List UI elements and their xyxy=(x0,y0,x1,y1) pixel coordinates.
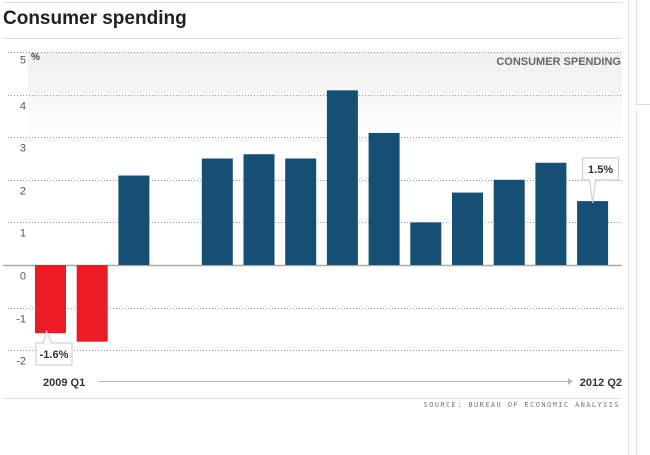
bar-2009-q2[interactable] xyxy=(76,265,108,342)
bar-2012-q2[interactable] xyxy=(577,201,609,265)
y-tick-label: -1 xyxy=(16,314,26,326)
title-divider xyxy=(3,38,622,39)
bar-2011-q1[interactable] xyxy=(368,132,400,265)
callout-label: -1.6% xyxy=(40,349,69,361)
right-edge-divider xyxy=(628,0,629,455)
bar-2009-q3[interactable] xyxy=(118,175,150,265)
y-tick-label: -2 xyxy=(16,356,26,368)
bar-2012-q1[interactable] xyxy=(535,162,567,265)
side-panel-bottom xyxy=(636,110,650,455)
y-tick-label: 3 xyxy=(20,143,26,155)
callout-box xyxy=(35,329,73,366)
timeline-arrow-icon xyxy=(568,378,573,385)
y-tick-label: 4 xyxy=(20,101,26,113)
x-end-label: 2012 Q2 xyxy=(580,377,622,389)
callout-box xyxy=(582,157,620,204)
page-title: Consumer spending xyxy=(3,8,187,29)
y-tick-label: 0 xyxy=(20,271,26,283)
callout-label: 1.5% xyxy=(588,164,613,176)
y-tick-label: 2 xyxy=(20,186,26,198)
side-panel-top xyxy=(636,0,650,105)
source-note: SOURCE: BUREAU OF ECONOMIC ANALYSIS xyxy=(423,401,620,409)
y-tick-label: 5 xyxy=(20,55,26,67)
value-callout: 1.5% xyxy=(582,157,620,204)
y-tick-label: 1 xyxy=(20,228,26,240)
bar-2011-q4[interactable] xyxy=(493,179,525,265)
chart-subtitle: CONSUMER SPENDING xyxy=(496,56,621,68)
footer-divider xyxy=(3,398,622,399)
bar-2010-q4[interactable] xyxy=(326,90,358,265)
plot-background xyxy=(28,52,622,142)
bar-2010-q3[interactable] xyxy=(285,158,317,266)
x-start-label: 2009 Q1 xyxy=(43,377,85,389)
bar-2011-q3[interactable] xyxy=(452,192,483,265)
bar-2010-q1[interactable] xyxy=(201,158,233,266)
bar-2011-q2[interactable] xyxy=(410,222,442,265)
bar-2009-q1[interactable] xyxy=(35,265,66,334)
y-unit-label: % xyxy=(31,52,40,63)
bar-2010-q2[interactable] xyxy=(243,154,275,265)
top-divider xyxy=(3,2,622,3)
value-callout: -1.6% xyxy=(35,329,73,366)
